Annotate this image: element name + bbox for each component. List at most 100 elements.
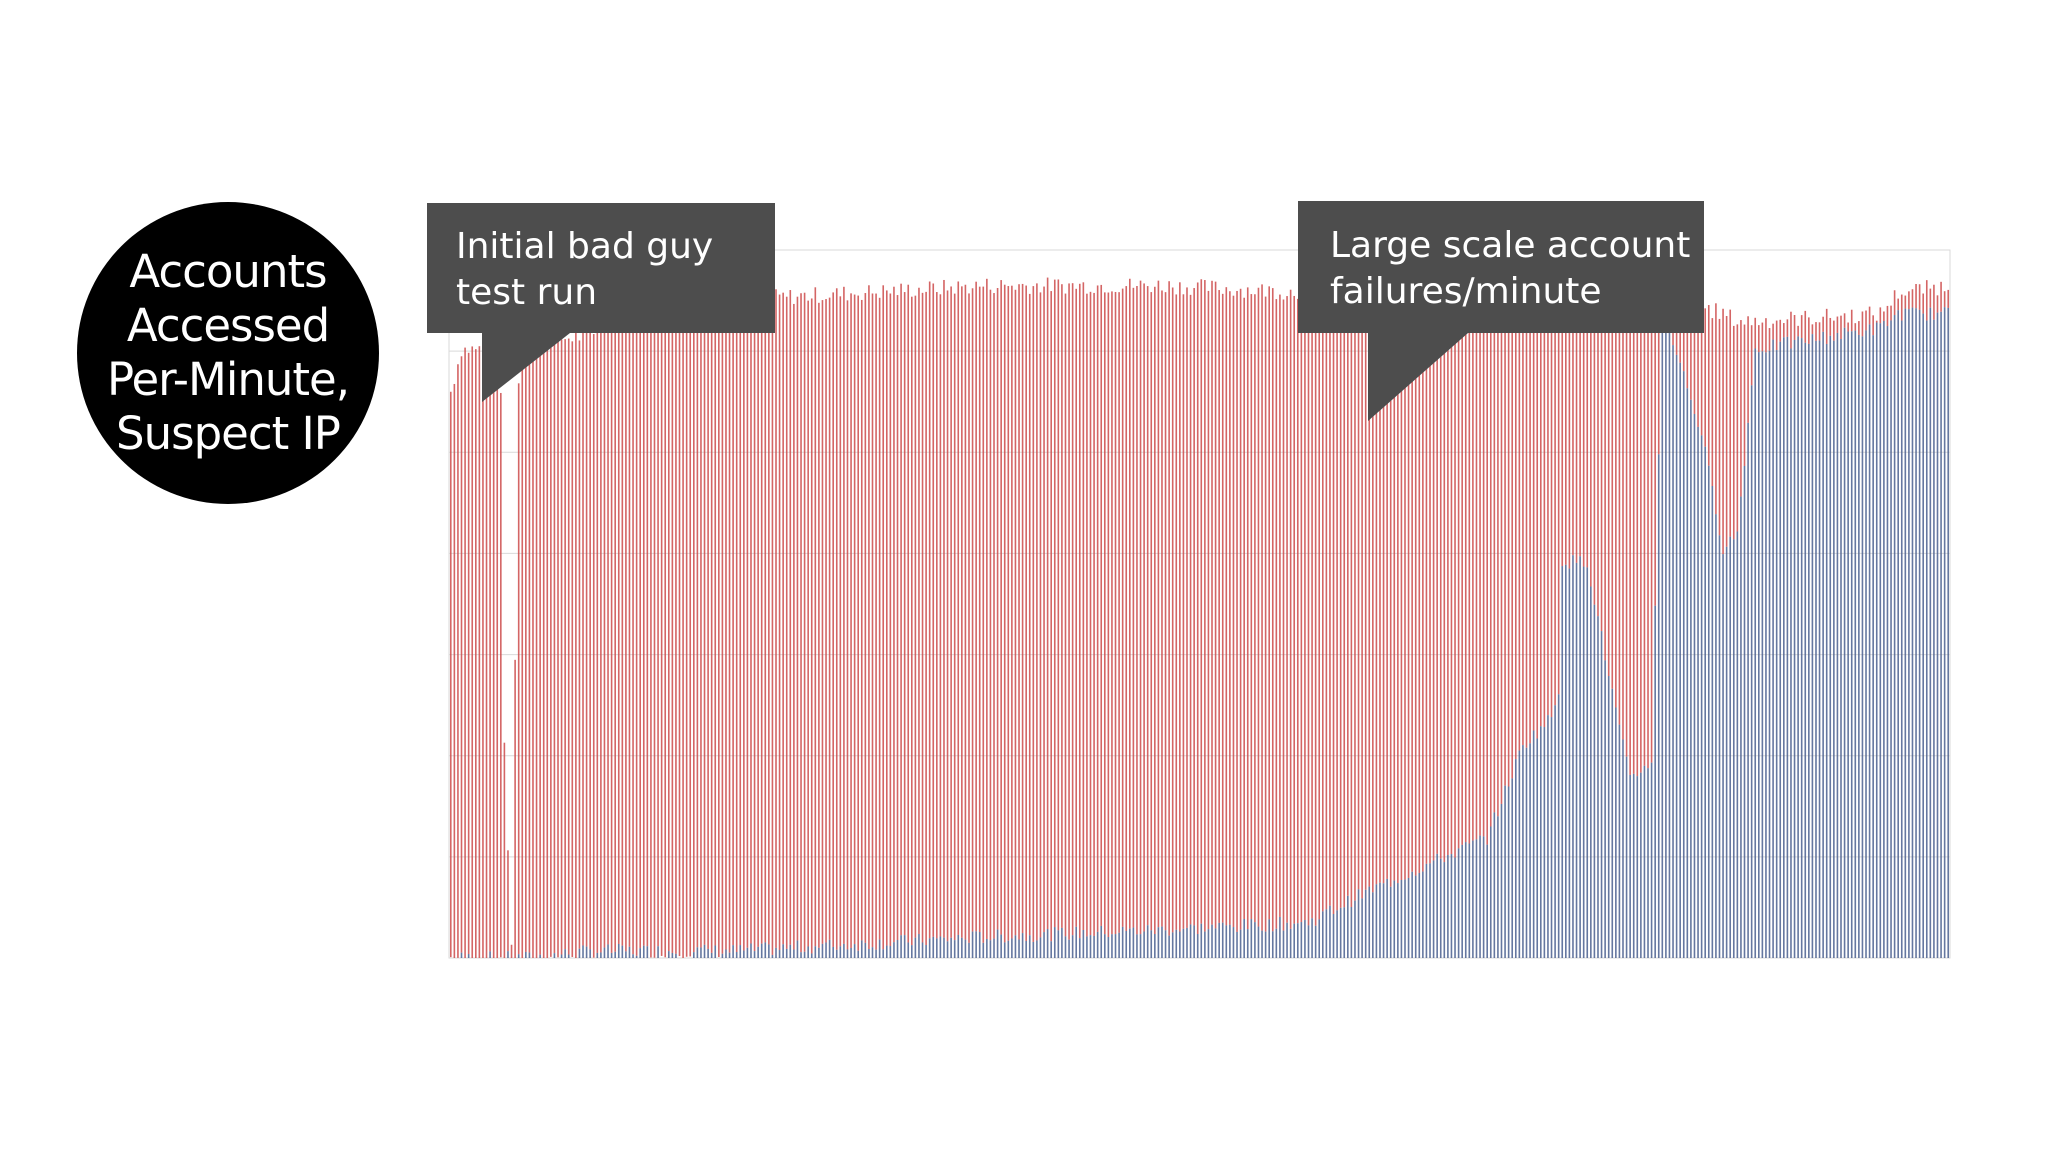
bar-segment-red — [1875, 320, 1878, 323]
callout-line-2: test run — [456, 272, 597, 313]
bar-segment-red — [1725, 316, 1728, 547]
bar-segment-blue — [693, 952, 695, 958]
bar-segment-blue — [1693, 413, 1696, 959]
bar-segment-red — [975, 281, 977, 932]
bar-segment-red — [1386, 305, 1388, 879]
bar-segment-red — [1332, 300, 1335, 914]
bar-segment-blue — [1722, 554, 1724, 958]
bar-segment-blue — [993, 938, 995, 958]
bar-segment-red — [532, 342, 534, 958]
bar-segment-blue — [617, 943, 620, 958]
bar-segment-red — [1808, 317, 1810, 344]
bar-segment-red — [1747, 316, 1749, 423]
bar-segment-red — [660, 289, 663, 956]
bar-segment-red — [775, 289, 777, 948]
bar-segment-red — [600, 297, 602, 953]
bar-segment-red — [1514, 293, 1517, 760]
bar-segment-red — [771, 298, 774, 955]
bar-segment-blue — [1236, 931, 1238, 958]
bar-segment-blue — [1318, 919, 1321, 958]
bar-segment-red — [1279, 294, 1281, 917]
bar-segment-blue — [821, 943, 824, 958]
bar-segment-red — [628, 300, 631, 947]
bar-segment-red — [1447, 287, 1449, 855]
bar-segment-blue — [889, 946, 892, 958]
bar-segment-red — [1164, 292, 1167, 931]
bar-segment-red — [1321, 294, 1324, 912]
bar-segment-blue — [1221, 922, 1224, 958]
bar-segment-red — [1229, 291, 1231, 925]
bar-segment-red — [621, 294, 624, 946]
bar-segment-blue — [1146, 925, 1149, 958]
bar-segment-red — [714, 305, 717, 946]
bar-segment-red — [1221, 293, 1224, 923]
bar-segment-red — [596, 316, 599, 953]
bar-segment-red — [1568, 302, 1571, 569]
bar-segment-red — [725, 307, 727, 950]
bar-segment-blue — [714, 945, 717, 958]
bar-segment-red — [1168, 281, 1170, 936]
bar-segment-red — [1343, 299, 1346, 908]
bar-segment-blue — [1925, 320, 1928, 959]
bar-segment-blue — [1036, 940, 1038, 958]
bar-segment-blue — [1118, 932, 1120, 958]
bar-segment-blue — [610, 952, 613, 958]
bar-segment-blue — [1472, 840, 1474, 958]
bar-segment-blue — [667, 951, 670, 958]
bar-segment-red — [1657, 261, 1660, 455]
bar-segment-blue — [1750, 385, 1753, 958]
bar-segment-blue — [1275, 928, 1278, 958]
bar-segment-red — [1161, 290, 1163, 927]
bar-segment-red — [1768, 328, 1771, 351]
bar-segment-blue — [1464, 842, 1467, 958]
bar-segment-red — [903, 292, 906, 936]
bar-segment-red — [1271, 288, 1274, 932]
bar-segment-red — [1929, 288, 1932, 308]
bar-segment-blue — [832, 946, 834, 958]
bar-segment-blue — [860, 940, 863, 958]
bar-segment-red — [1811, 324, 1814, 335]
bar-segment-blue — [1786, 336, 1789, 958]
bar-segment-red — [1246, 287, 1249, 930]
bar-segment-red — [1468, 295, 1471, 844]
bar-segment-red — [1511, 282, 1514, 779]
bar-segment-blue — [1922, 313, 1924, 959]
bar-segment-blue — [1593, 604, 1596, 958]
bar-segment-blue — [753, 951, 756, 958]
bar-segment-red — [1050, 291, 1052, 942]
bar-segment-red — [478, 346, 481, 958]
bar-segment-blue — [1897, 310, 1899, 958]
bar-segment-red — [1822, 316, 1824, 332]
bar-segment-red — [1783, 323, 1785, 338]
bar-segment-blue — [839, 946, 842, 958]
bar-segment-red — [814, 287, 817, 947]
bar-segment-red — [1729, 309, 1732, 537]
bar-segment-red — [1193, 288, 1195, 926]
bar-segment-blue — [1093, 935, 1095, 958]
bar-segment-red — [1296, 298, 1299, 924]
bar-segment-blue — [1883, 320, 1885, 958]
bar-segment-blue — [1332, 913, 1335, 958]
bar-segment-blue — [771, 954, 774, 958]
bar-segment-red — [1071, 283, 1074, 936]
bar-segment-red — [982, 286, 985, 943]
bar-segment-red — [1915, 284, 1917, 309]
bar-segment-red — [1707, 305, 1710, 466]
bar-segment-blue — [1929, 307, 1932, 958]
bar-segment-blue — [939, 936, 942, 958]
bar-segment-red — [1654, 266, 1656, 606]
bar-segment-blue — [1854, 330, 1857, 959]
bar-segment-blue — [1296, 923, 1299, 958]
bar-segment-blue — [1021, 933, 1024, 958]
bar-segment-red — [1682, 301, 1685, 372]
bar-segment-red — [1611, 293, 1614, 689]
bar-segment-blue — [1947, 307, 1950, 958]
bar-segment-blue — [600, 952, 602, 958]
bar-segment-red — [1293, 295, 1296, 924]
bar-segment-blue — [1418, 872, 1421, 958]
bar-segment-red — [1175, 294, 1178, 930]
callout-line-1: Initial bad guy — [456, 226, 713, 267]
bar-segment-red — [1000, 280, 1002, 935]
bar-segment-red — [607, 296, 609, 945]
callout-initial-test-run: Initial bad guy test run — [427, 203, 775, 402]
